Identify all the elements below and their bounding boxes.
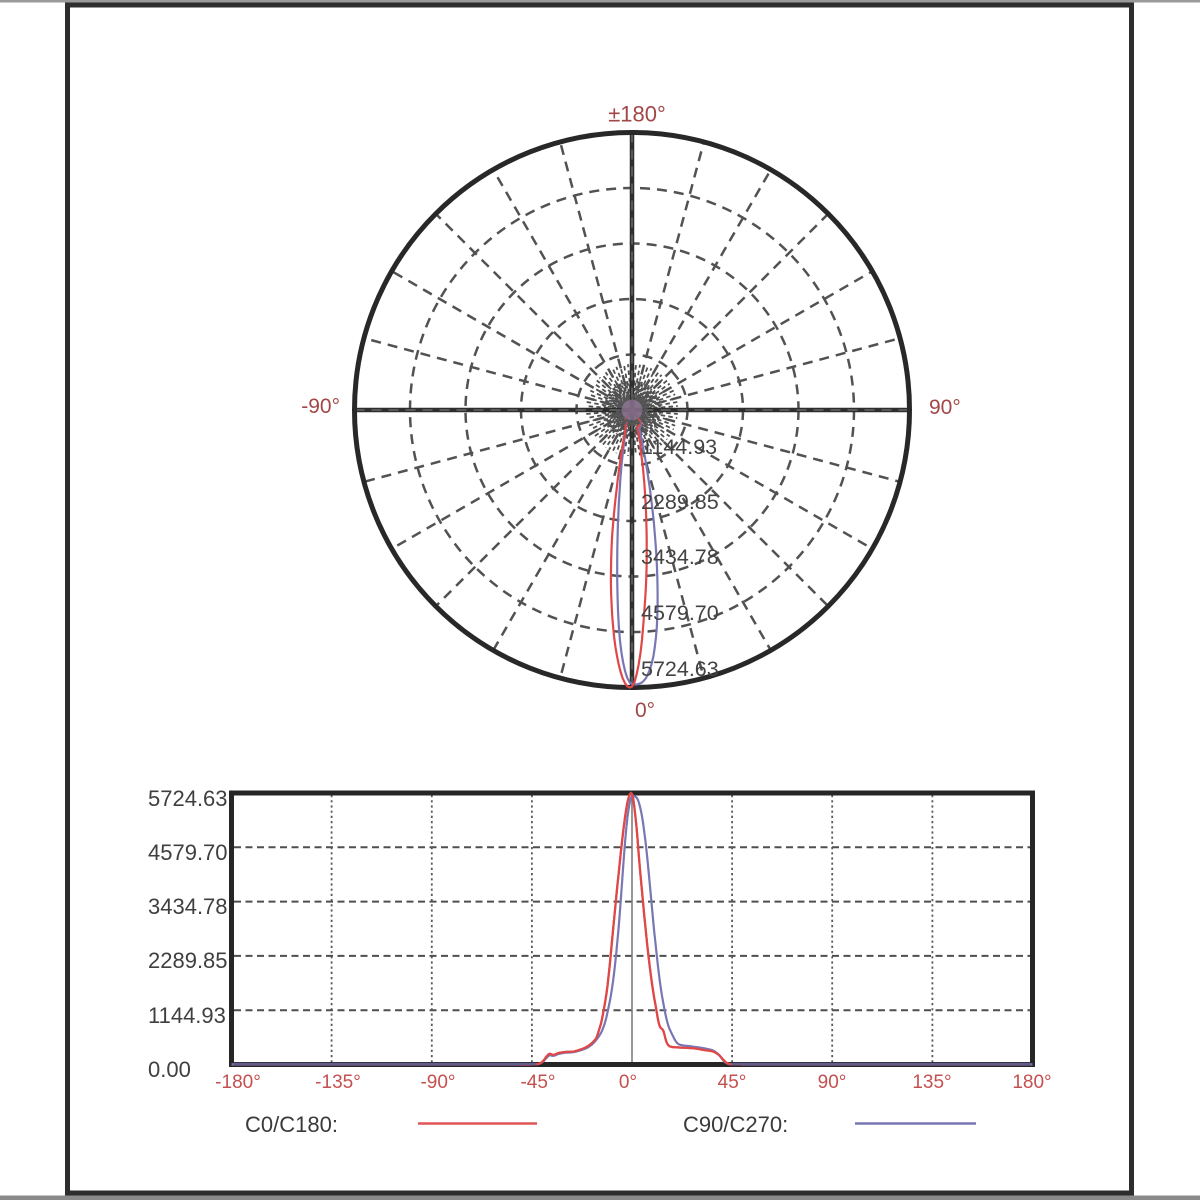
svg-text:5724.63: 5724.63 <box>641 657 719 681</box>
svg-text:0°: 0° <box>635 699 655 722</box>
svg-text:1144.93: 1144.93 <box>148 1003 226 1028</box>
svg-text:1144.93: 1144.93 <box>641 435 717 459</box>
svg-text:180°: 180° <box>1012 1072 1051 1093</box>
svg-text:45°: 45° <box>718 1072 747 1093</box>
svg-text:-135°: -135° <box>315 1072 361 1093</box>
svg-text:135°: 135° <box>912 1072 951 1093</box>
svg-text:-90°: -90° <box>420 1072 455 1093</box>
svg-text:90°: 90° <box>818 1072 847 1093</box>
svg-text:0°: 0° <box>619 1072 637 1093</box>
svg-text:-180°: -180° <box>215 1072 261 1093</box>
svg-text:0.00: 0.00 <box>148 1057 191 1082</box>
svg-text:2289.85: 2289.85 <box>148 948 228 973</box>
svg-text:3434.78: 3434.78 <box>148 894 228 919</box>
svg-text:4579.70: 4579.70 <box>641 601 719 625</box>
svg-text:3434.78: 3434.78 <box>641 545 719 569</box>
svg-text:C90/C270:: C90/C270: <box>683 1112 788 1137</box>
svg-text:C0/C180:: C0/C180: <box>245 1112 338 1137</box>
svg-text:-90°: -90° <box>301 395 340 418</box>
svg-text:5724.63: 5724.63 <box>148 786 228 811</box>
svg-text:4579.70: 4579.70 <box>148 840 228 865</box>
svg-text:-45°: -45° <box>520 1072 555 1093</box>
svg-text:2289.85: 2289.85 <box>641 490 719 514</box>
svg-text:±180°: ±180° <box>608 102 666 127</box>
svg-text:90°: 90° <box>929 396 961 419</box>
